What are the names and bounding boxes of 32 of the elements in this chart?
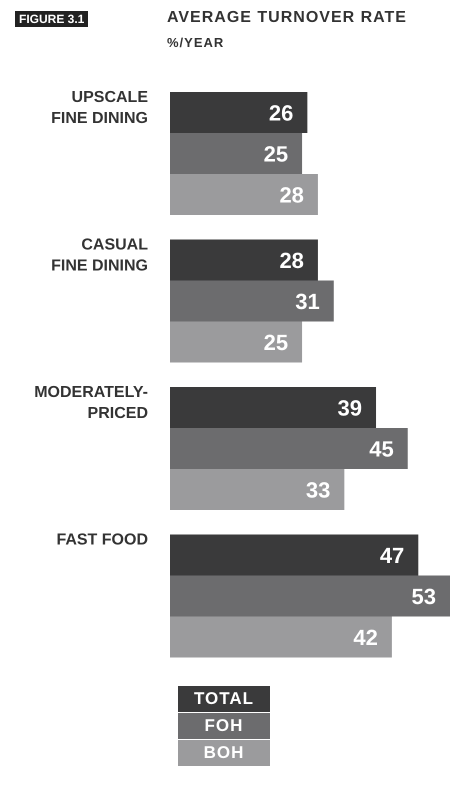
y-tick-label: MODERATELY-PRICED [34,384,148,422]
data-label: 28 [279,248,304,273]
bar [170,280,334,322]
y-tick-label: FAST FOOD [56,532,148,548]
bar [170,616,392,658]
data-label: 31 [295,288,320,314]
data-label: 42 [353,624,378,650]
data-label: 39 [338,395,362,420]
bar [170,428,408,469]
legend: TOTAL FOH BOH [178,686,270,767]
y-tick-label: UPSCALE FINE DINING [51,89,148,127]
data-label: 28 [279,182,304,208]
caption: FIGURE 3.1 [15,11,88,27]
bar [170,534,418,576]
bar [170,133,302,174]
bar [170,174,318,215]
chart-subtitle: %/YEAR [167,35,224,50]
data-label: 26 [268,100,294,126]
chart-title: AVERAGE TURNOVER RATE [167,9,407,27]
data-label: 47 [380,542,404,568]
bar [170,469,344,510]
data-label: 25 [264,330,288,355]
data-label: 53 [412,584,436,609]
bar [170,92,308,133]
bar [170,240,318,280]
data-label: 25 [264,141,288,166]
data-label: 33 [306,477,330,502]
y-tick-label: CASUAL FINE DINING [51,236,148,274]
bar [170,576,450,616]
bar [170,322,302,362]
bar [170,387,376,428]
data-label: 45 [369,436,394,462]
